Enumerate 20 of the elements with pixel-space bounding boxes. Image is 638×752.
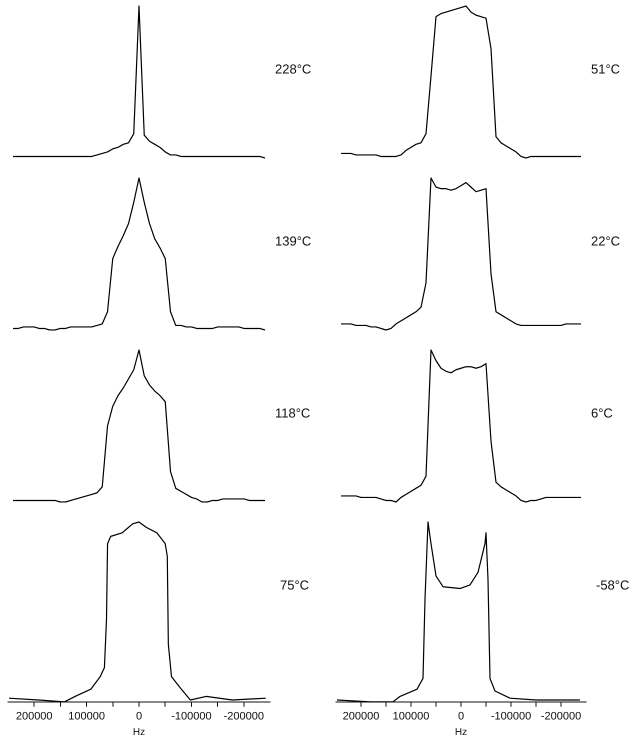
text: 118°C [275,406,310,421]
x-tick-label: 100000 [392,710,430,722]
text: -58°C [596,578,630,593]
x-tick-label: -100000 [490,710,532,722]
x-tick-label: 0 [458,710,464,722]
x-tick-label: -100000 [171,710,212,722]
x-tick-label: -200000 [540,710,582,722]
text: 139°C [275,234,312,249]
text: 6°C [591,406,613,421]
text: 228°C [275,62,312,77]
x-tick-label: 200000 [16,710,53,722]
x-tick-label: 100000 [68,710,105,722]
x-tick-label: -200000 [224,710,264,722]
x-tick-label: 0 [136,710,142,722]
x-axis-title: Hz [454,726,468,738]
x-axis-title: Hz [132,726,146,738]
text: 22°C [591,234,620,249]
text: 51°C [591,62,620,77]
text: 75°C [280,578,310,593]
x-tick-label: 200000 [342,710,380,722]
